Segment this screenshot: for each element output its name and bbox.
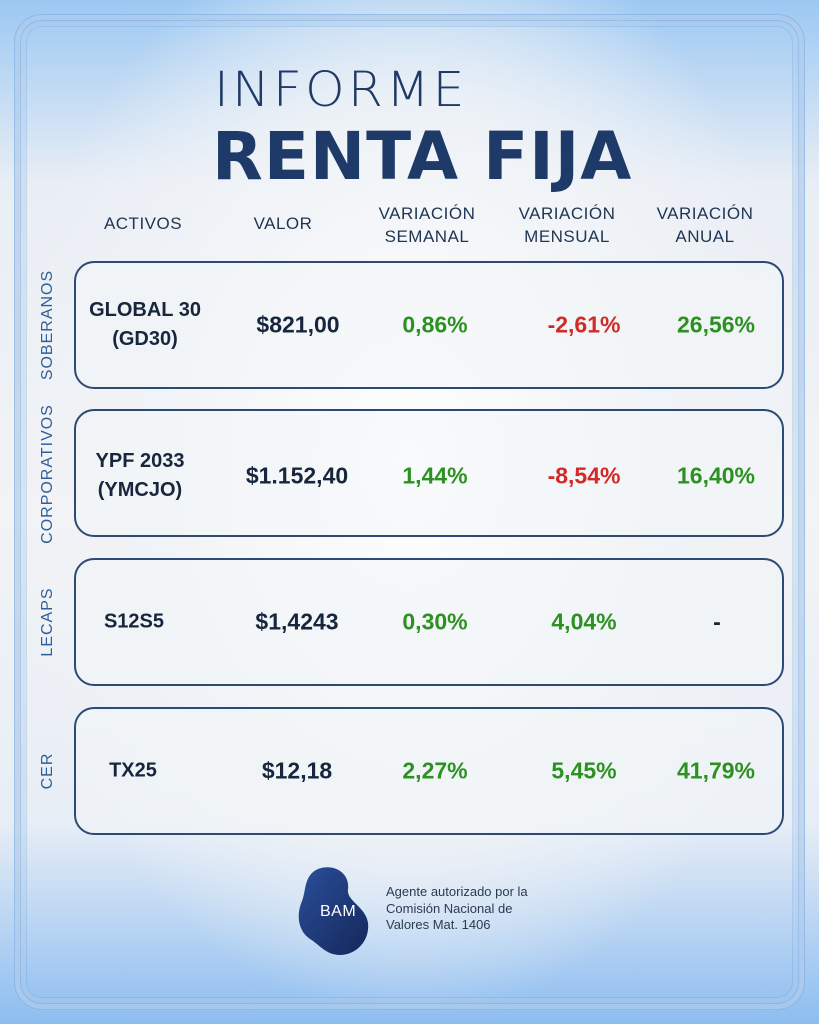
asset-name-line2: (YMCJO) [97,479,183,501]
monthly-variation: -2,61% [547,311,621,338]
column-header-annual-line2: ANUAL [675,227,735,246]
column-header-assets-label: ACTIVOS [103,214,183,233]
weekly-variation: 1,44% [402,462,468,489]
row-card-corporativos [74,409,784,537]
column-header-weekly-line1: VARIACIÓN [378,204,476,223]
category-label: LECAPS [39,587,56,657]
row-card-cer [74,707,784,835]
asset-name-line1: S12S5 [103,610,165,633]
agent-line2: Comisión Nacional de [386,900,513,916]
weekly-variation: 0,86% [402,311,468,338]
asset-name: GLOBAL 30 (GD30) [89,296,201,354]
asset-value: $12,18 [261,757,333,784]
column-header-annual: VARIACIÓN ANUAL [640,202,770,248]
asset-name-line1: GLOBAL 30 [89,299,201,321]
asset-value: $1.152,40 [245,462,349,489]
column-header-assets: ACTIVOS [93,212,193,235]
annual-variation: 41,79% [676,757,756,784]
column-header-weekly-line2: SEMANAL [384,227,470,246]
asset-name: TX25 [109,757,157,786]
column-header-annual-line1: VARIACIÓN [656,204,754,223]
asset-name-line1: YPF 2033 [95,450,185,472]
asset-value: $1,4243 [255,608,339,635]
report-title: RENTA FIJA [212,118,633,195]
weekly-variation: 2,27% [402,757,468,784]
annual-variation: 16,40% [676,462,756,489]
column-header-value: VALOR [233,212,333,235]
column-header-weekly: VARIACIÓN SEMANAL [362,202,492,248]
asset-value: $821,00 [256,311,340,338]
category-label: CER [39,752,56,790]
monthly-variation: 5,45% [551,757,617,784]
row-card-lecaps [74,558,784,686]
row-card-soberanos [74,261,784,389]
bam-logo-text: BAM [320,903,357,920]
asset-name-line1: TX25 [109,759,157,782]
asset-name: S12S5 [104,608,164,637]
asset-name-line2: (GD30) [112,328,178,350]
column-header-monthly: VARIACIÓN MENSUAL [502,202,632,248]
column-header-value-label: VALOR [253,214,313,233]
asset-name: YPF 2033 (YMCJO) [96,447,185,505]
column-header-monthly-line1: VARIACIÓN [518,204,616,223]
report-label: INFORME [214,62,468,118]
annual-variation: 26,56% [676,311,756,338]
monthly-variation: 4,04% [551,608,617,635]
annual-variation: - [713,608,721,635]
category-label: SOBERANOS [39,269,56,381]
monthly-variation: -8,54% [547,462,621,489]
agent-line1: Agente autorizado por la [386,884,528,899]
agent-line3: Valores Mat. 1406 [386,917,491,932]
agent-disclaimer: Agente autorizado por la Comisión Nacion… [386,884,528,934]
category-label: CORPORATIVOS [39,404,56,544]
weekly-variation: 0,30% [402,608,468,635]
column-header-monthly-line2: MENSUAL [524,227,610,246]
bam-logo-icon [298,867,369,955]
